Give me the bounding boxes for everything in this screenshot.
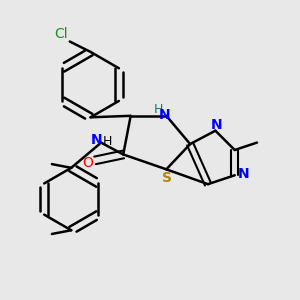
Text: N: N — [159, 108, 171, 122]
Text: N: N — [211, 118, 223, 132]
Text: O: O — [82, 156, 93, 170]
Text: H: H — [153, 103, 163, 116]
Text: Cl: Cl — [54, 27, 68, 41]
Text: S: S — [162, 171, 172, 184]
Text: N: N — [238, 167, 249, 182]
Text: N: N — [91, 133, 102, 147]
Text: H: H — [103, 136, 112, 148]
